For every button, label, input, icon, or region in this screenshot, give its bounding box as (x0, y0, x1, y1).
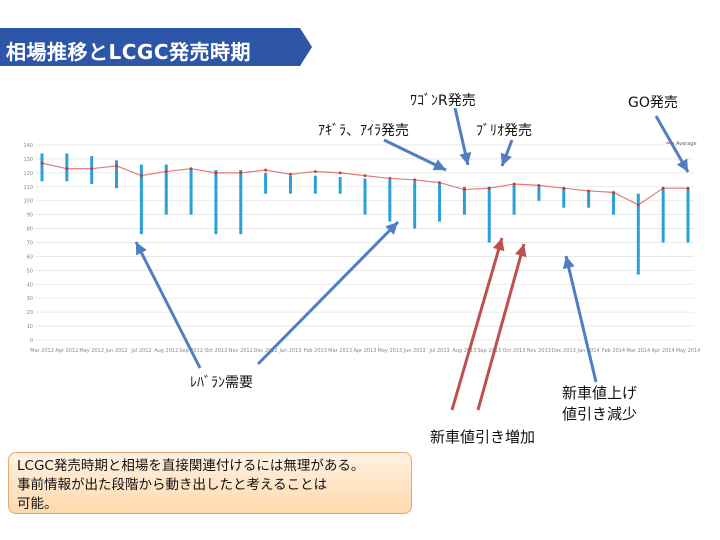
arrow-lebaran-left-head (136, 242, 147, 256)
average-point (388, 177, 392, 180)
x-tick-label: Aug 2013 (452, 348, 476, 354)
y-tick-label: 60 (27, 254, 33, 260)
x-tick-label: Jul 2013 (428, 348, 449, 354)
annotation-agya: ｱｷﾞﾗ、ｱｲﾗ発売 (318, 123, 409, 139)
arrow-discount-1-shaft (450, 237, 504, 411)
average-point (512, 182, 516, 186)
note-line-1: LCGC発売時期と相場を直接関連付けるには無理がある。 (17, 458, 365, 474)
y-tick-label: 30 (27, 296, 33, 302)
average-point (139, 174, 143, 178)
x-tick-label: Feb 2014 (602, 348, 625, 354)
average-point (587, 189, 591, 193)
x-tick-label: Nov 2013 (527, 348, 551, 354)
x-tick-label: Aug 2012 (154, 348, 178, 354)
y-tick-label: 80 (27, 227, 33, 233)
average-point (363, 174, 367, 178)
y-tick-label: 100 (23, 199, 33, 205)
arrow-brio-head (500, 152, 512, 166)
arrow-discount-2-shaft (476, 243, 526, 411)
arrow-lebaran-right-shaft (256, 220, 400, 366)
average-point (438, 181, 441, 185)
average-point (413, 178, 417, 182)
annotation-discount-up: 新車値引き増加 (430, 428, 536, 446)
average-point (612, 190, 615, 194)
arrow-discount-1-head (492, 238, 505, 252)
y-tick-label: 50 (27, 268, 33, 274)
title-banner-polygon (0, 28, 312, 66)
x-tick-label: Mar 2013 (328, 348, 352, 354)
arrow-go-head (676, 158, 688, 172)
y-tick-label: 0 (30, 338, 33, 344)
average-point (90, 167, 94, 171)
annotation-lebaran: ﾚﾊﾞﾗﾝ需要 (190, 375, 253, 391)
y-tick-label: 40 (27, 282, 33, 288)
average-point (661, 186, 665, 190)
annotation-go: GO発売 (628, 95, 678, 111)
arrow-lebaran-left-shaft (134, 241, 202, 369)
x-tick-label: Jan 2013 (278, 348, 301, 354)
annotation-brio: ﾌﾞﾘｵ発売 (476, 123, 532, 139)
arrow-wagon-r-head (459, 151, 472, 165)
x-tick-label: Mar 2014 (626, 348, 650, 354)
arrow-agya-head (432, 159, 446, 171)
chart-plot: 0 10 20 30 40 50 60 70 80 90 100 110 120 130 140 Mar 20… (23, 141, 700, 354)
y-tick-label: 70 (27, 241, 33, 247)
average-point (313, 170, 317, 173)
x-tick-label: Jun 2013 (403, 348, 426, 354)
annotation-price-up-1: 新車値上げ (562, 384, 638, 402)
x-tick-label: Apr 2014 (652, 348, 675, 354)
x-tick-label: May 2013 (378, 348, 403, 354)
x-tick-label: May 2014 (676, 348, 701, 354)
y-tick-label: 110 (23, 185, 33, 191)
x-tick-label: Oct 2013 (503, 348, 526, 354)
y-tick-label: 120 (23, 171, 33, 177)
x-tick-label: Sep 2013 (477, 348, 501, 354)
legend-label: Average (676, 141, 697, 147)
y-tick-label: 20 (27, 310, 33, 316)
average-point (40, 161, 44, 165)
x-tick-label: Dec 2013 (552, 348, 576, 354)
page-title: 相場推移とLCGC発売時期 (6, 40, 252, 64)
average-point (289, 172, 292, 176)
note-line-3: 可能。 (17, 496, 58, 512)
average-point (636, 203, 640, 207)
average-point (115, 164, 118, 168)
note-line-2: 事前情報が出た段階から動き出したと考えることは (17, 477, 328, 493)
average-point (487, 186, 491, 190)
x-tick-label: Nov 2012 (229, 348, 253, 354)
y-tick-label: 90 (27, 213, 33, 219)
annotation-price-up-2: 値引き減少 (562, 405, 638, 423)
x-tick-label: Oct 2012 (204, 348, 227, 354)
average-point (562, 186, 566, 190)
average-point (214, 171, 218, 175)
x-tick-label: Mar 2012 (30, 348, 54, 354)
y-tick-label: 140 (23, 143, 33, 149)
x-tick-label: Apr 2013 (354, 348, 377, 354)
x-tick-label: Jul 2012 (130, 348, 151, 354)
average-point (239, 171, 243, 175)
average-point (462, 188, 466, 191)
annotation-wagon-r: ﾜｺﾞﾝR発売 (410, 93, 476, 109)
x-tick-label: Apr 2012 (55, 348, 78, 354)
x-tick-label: Jun 2012 (104, 348, 127, 354)
x-tick-label: Feb 2013 (304, 348, 327, 354)
average-point (189, 167, 193, 171)
arrow-lebaran-right-head (385, 222, 398, 235)
note-box: LCGC発売時期と相場を直接関連付けるには無理がある。 事前情報が出た段階から動… (8, 452, 412, 514)
x-tick-label: Dec 2012 (254, 348, 278, 354)
average-point (537, 183, 541, 187)
arrow-price-up-shaft (564, 255, 598, 383)
x-tick-label: May 2012 (79, 348, 104, 354)
average-point (264, 168, 268, 172)
average-point (338, 171, 342, 175)
arrow-discount-2-head (515, 244, 527, 258)
y-tick-label: 10 (27, 324, 33, 330)
average-point (686, 186, 690, 190)
arrows (134, 107, 690, 411)
average-point (164, 170, 168, 173)
arrow-price-up-head (562, 256, 575, 270)
average-point (65, 167, 69, 171)
y-tick-label: 130 (23, 157, 33, 163)
